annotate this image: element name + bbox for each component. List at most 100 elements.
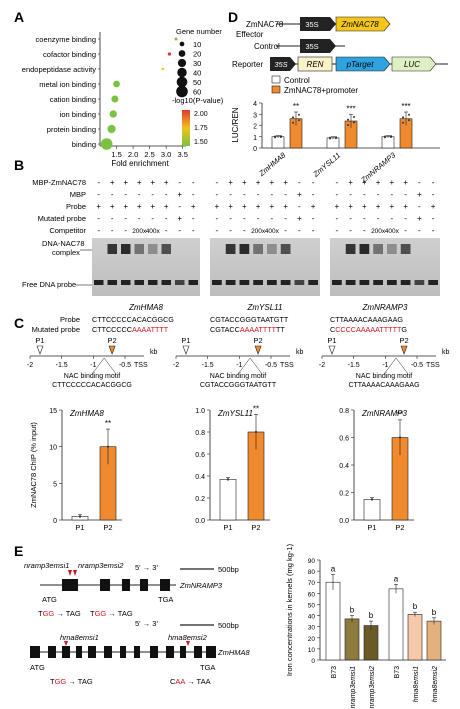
- c-p2-label: P2: [253, 336, 262, 345]
- go-term-label: binding: [72, 140, 96, 149]
- c-chip-charts: 0 5 10 15 ZmHMA8 ZmNAC78 ChIP (% input) P1 P2 **…: [29, 404, 414, 532]
- c-motif-line: [103, 357, 117, 375]
- d-legend-treat-swatch: [271, 85, 281, 94]
- d-zmnac78-box: [335, 16, 391, 32]
- d-point: [298, 113, 300, 116]
- c-tss-label: TSS: [280, 362, 294, 369]
- d-y-tick-label: 0: [253, 146, 257, 153]
- d-legend-control: Control: [284, 76, 310, 85]
- b-sign: -: [165, 190, 168, 199]
- gel-free-band: [414, 280, 425, 285]
- panel-d: 35S ZmNAC78 ZmNAC78 Effector 35S Control…: [231, 16, 448, 185]
- e-exon: [104, 646, 112, 658]
- c-tick-label: -0.5: [265, 362, 277, 369]
- e-mutation: TGG → TAG: [50, 677, 93, 686]
- gel-free-band: [359, 280, 370, 285]
- b-sign: -: [363, 190, 366, 199]
- c-tick-label: -2: [27, 362, 33, 369]
- gel-complex-band: [359, 244, 370, 254]
- a-x-tick-label: 3.0: [161, 150, 171, 159]
- e-hma-tga: TGA: [200, 663, 215, 672]
- b-mutated-seq: CTTCCCCCAAAATTTT: [92, 325, 169, 334]
- c-p1-label: P1: [35, 336, 44, 345]
- a-color-tick-2: 1.75: [194, 125, 208, 132]
- b-sign: -: [432, 226, 435, 235]
- c-p2-label: P2: [399, 336, 408, 345]
- b-sign: +: [270, 202, 275, 211]
- gel-complex-band: [225, 244, 236, 254]
- c-p2-label: P2: [107, 336, 116, 345]
- e-y-tick-label: 60: [308, 591, 316, 598]
- c-y-tick-label: 0.6: [195, 452, 205, 459]
- gel-complex-band: [107, 244, 117, 254]
- b-sign: -: [349, 226, 352, 235]
- c-tick-label: -0.5: [119, 362, 131, 369]
- b-sign: -: [97, 214, 100, 223]
- e-nramp-gene: ZmNRAMP3: [179, 581, 223, 590]
- b-sign: -: [349, 190, 352, 199]
- e-exon: [194, 646, 202, 658]
- gel-free-band: [345, 280, 356, 285]
- d-35s-promoter-1: [300, 17, 336, 31]
- b-sign: +: [228, 202, 233, 211]
- enrichment-point: [174, 37, 178, 41]
- b-sign: -: [432, 190, 435, 199]
- b-sign: +: [283, 202, 288, 211]
- d-point: [408, 119, 410, 122]
- b-sign: -: [243, 214, 246, 223]
- b-sign: +: [164, 178, 169, 187]
- e-exon: [160, 579, 170, 591]
- gel-free-band: [134, 280, 144, 285]
- d-x-label: ZmYSL11: [311, 151, 343, 180]
- b-sign: -: [138, 190, 141, 199]
- gel-free-band: [267, 280, 277, 285]
- b-sign: +: [348, 178, 353, 187]
- b-sign: -: [124, 190, 127, 199]
- a-color-bar: [182, 110, 190, 146]
- gel-free-band: [94, 280, 104, 285]
- b-sign: +: [417, 214, 422, 223]
- gel-free-band: [175, 280, 185, 285]
- gel-complex-band: [400, 244, 411, 254]
- size-legend-dot: [176, 85, 188, 98]
- e-bar: [426, 620, 442, 661]
- b-sign: -: [178, 226, 181, 235]
- c-point: [106, 445, 110, 448]
- go-term-label: protein binding: [47, 125, 96, 134]
- b-sign: -: [229, 214, 232, 223]
- gel-complex-band: [280, 244, 291, 254]
- gel-free-band: [253, 280, 263, 285]
- b-sign: -: [257, 190, 260, 199]
- panel-label-b: B: [14, 157, 24, 173]
- size-legend-dot: [178, 50, 186, 57]
- b-sign: -: [284, 190, 287, 199]
- d-significance: ***: [401, 102, 410, 111]
- c-promoter-schemes: -2 -1.5 -1 -0.5 kb P1 P2 TSS NAC binding motif CT…: [27, 336, 450, 389]
- e-gene-models: 5' → 3' 500bp nramp3emsi1 nramp3emsi2 ZmNRAM…: [24, 561, 250, 686]
- d-y-tick-label: 1: [253, 135, 257, 142]
- b-sign: -: [377, 190, 380, 199]
- c-kb-label: kb: [442, 349, 450, 356]
- e-exon: [180, 646, 186, 658]
- d-35s-label-2: 35S: [305, 42, 318, 51]
- b-sign: -: [138, 214, 141, 223]
- b-sign: -: [377, 214, 380, 223]
- b-sign: +: [242, 178, 247, 187]
- b-sign: +: [311, 202, 316, 211]
- gel-complex-band: [267, 244, 277, 254]
- b-sign: +: [228, 178, 233, 187]
- b-sign: -: [111, 226, 114, 235]
- e-scale-label: 500bp: [218, 565, 239, 574]
- gel-complex-band: [148, 244, 158, 254]
- b-sign: -: [192, 178, 195, 187]
- c-point: [398, 436, 402, 439]
- e-exon: [134, 646, 140, 658]
- e-letter: a: [394, 574, 399, 583]
- d-y-tick-label: 2: [253, 124, 257, 131]
- b-sign: -: [284, 226, 287, 235]
- b-sign: -: [97, 178, 100, 187]
- c-tick-label: -1.5: [56, 362, 68, 369]
- c-bar: [219, 478, 237, 521]
- c-point: [226, 478, 230, 481]
- b-sign: +: [150, 178, 155, 187]
